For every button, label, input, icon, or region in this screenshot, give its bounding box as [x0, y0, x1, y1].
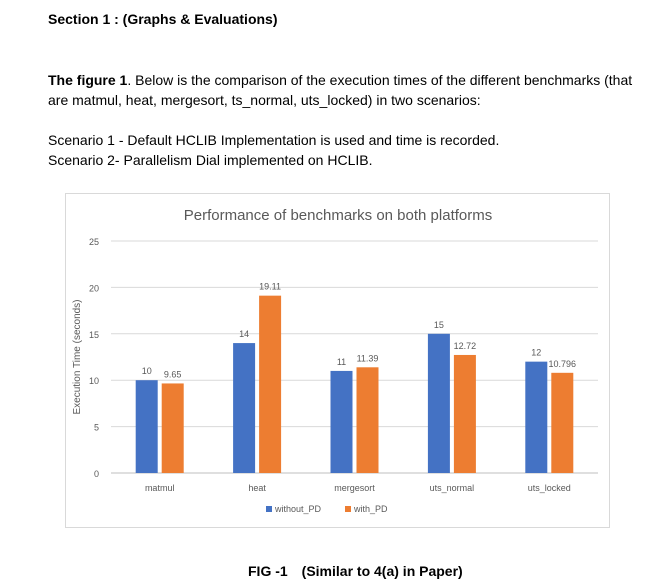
- section-title: Section 1 : (Graphs & Evaluations): [48, 11, 278, 27]
- bar-with_PD: [356, 367, 379, 473]
- bar-chart: Performance of benchmarks on both platfo…: [72, 207, 598, 514]
- data-label: 9.65: [164, 369, 182, 379]
- caption-note: (Similar to 4(a) in Paper): [301, 563, 463, 579]
- bar-with_PD: [259, 295, 282, 473]
- x-tick-label: mergesort: [334, 483, 375, 493]
- x-tick-label: uts_locked: [528, 483, 571, 493]
- intro-lead: The figure 1: [48, 72, 128, 88]
- data-label: 12: [531, 348, 541, 358]
- data-label: 12.72: [454, 341, 477, 351]
- caption-label: FIG -1: [248, 563, 288, 579]
- chart-container: Performance of benchmarks on both platfo…: [65, 193, 610, 528]
- bar-with_PD: [551, 372, 574, 473]
- intro-paragraph: The figure 1. Below is the comparison of…: [48, 70, 648, 110]
- bar-without_PD: [330, 370, 353, 473]
- bar-without_PD: [427, 333, 450, 473]
- scenario-1: Scenario 1 - Default HCLIB Implementatio…: [48, 132, 500, 148]
- bar-without_PD: [525, 361, 548, 473]
- intro-text: . Below is the comparison of the executi…: [48, 72, 633, 108]
- data-label: 10: [142, 366, 152, 376]
- bar-with_PD: [161, 383, 184, 473]
- x-tick-label: uts_normal: [430, 483, 475, 493]
- data-label: 11: [337, 357, 346, 367]
- y-tick-label: 0: [94, 469, 99, 479]
- x-tick-label: matmul: [145, 483, 175, 493]
- legend-label: with_PD: [353, 504, 388, 514]
- data-label: 14: [239, 329, 249, 339]
- bar-without_PD: [233, 343, 256, 473]
- x-tick-label: heat: [248, 483, 266, 493]
- y-tick-label: 15: [89, 330, 99, 340]
- y-tick-label: 10: [89, 376, 99, 386]
- y-axis-label: Execution Time (seconds): [72, 299, 83, 414]
- data-label: 11.39: [357, 353, 379, 363]
- legend-swatch: [266, 506, 272, 512]
- chart-title: Performance of benchmarks on both platfo…: [184, 207, 492, 224]
- y-tick-label: 20: [89, 283, 99, 293]
- data-label: 10.796: [549, 359, 577, 369]
- bar-with_PD: [453, 354, 476, 473]
- legend-swatch: [345, 506, 351, 512]
- data-label: 15: [434, 320, 444, 330]
- legend-label: without_PD: [274, 504, 322, 514]
- scenario-2: Scenario 2- Parallelism Dial implemented…: [48, 152, 373, 168]
- figure-caption: FIG -1 (Similar to 4(a) in Paper): [248, 563, 463, 579]
- data-label: 19.11: [259, 282, 281, 292]
- y-tick-label: 5: [94, 423, 99, 433]
- y-tick-label: 25: [89, 237, 99, 247]
- bar-without_PD: [135, 380, 158, 473]
